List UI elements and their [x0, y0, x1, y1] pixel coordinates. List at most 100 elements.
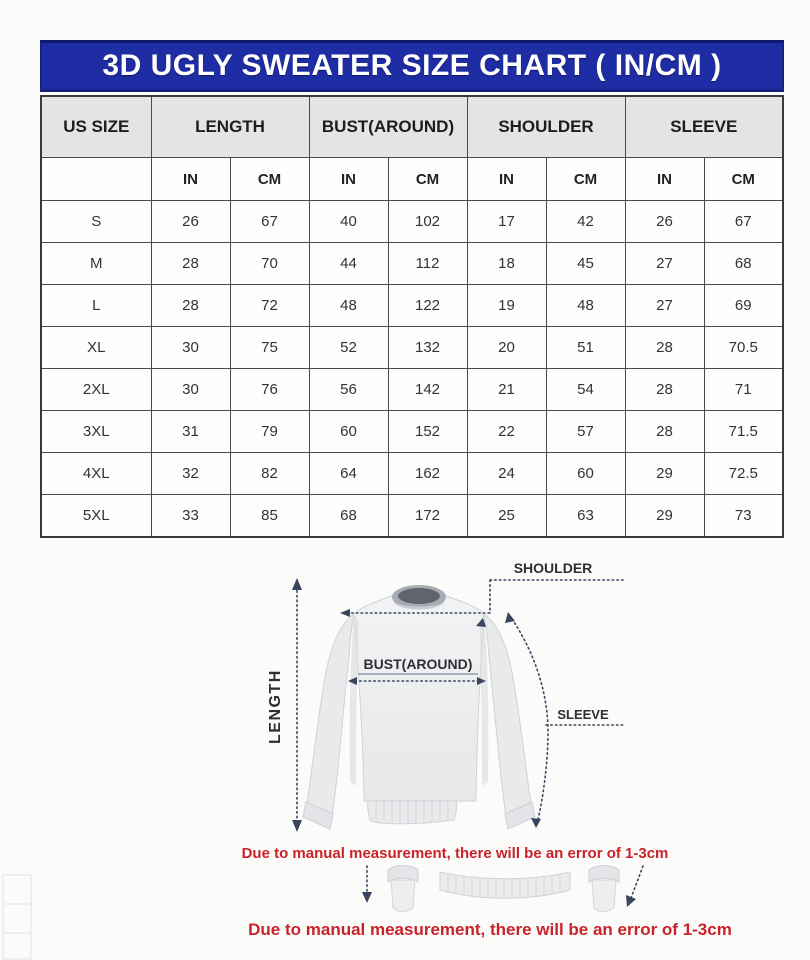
value-cell: 68 [703, 242, 784, 285]
value-cell: 60 [308, 410, 389, 453]
size-cell: S [40, 200, 152, 243]
bust-callout [348, 677, 486, 685]
table-row-2xl: 2XL 30 76 56 142 21 54 28 71 [40, 368, 784, 411]
sweater-illustration [302, 585, 536, 830]
table-row-m: M 28 70 44 112 18 45 27 68 [40, 242, 784, 285]
unit-cell: IN [308, 157, 389, 201]
value-cell: 18 [466, 242, 547, 285]
unit-cell: IN [150, 157, 231, 201]
value-cell: 25 [466, 494, 547, 538]
table-unit-row: IN CM IN CM IN CM IN CM [40, 157, 784, 201]
value-cell: 31 [150, 410, 231, 453]
value-cell: 70 [229, 242, 310, 285]
value-cell: 142 [387, 368, 468, 411]
unit-cell-blank [40, 157, 152, 201]
value-cell: 54 [545, 368, 626, 411]
cuff-arrow-left [362, 865, 372, 903]
value-cell: 82 [229, 452, 310, 495]
value-cell: 60 [545, 452, 626, 495]
cuff-left [387, 865, 419, 913]
value-cell: 42 [545, 200, 626, 243]
value-cell: 28 [150, 242, 231, 285]
title-banner: 3D UGLY SWEATER SIZE CHART ( IN/CM ) [40, 40, 784, 92]
unit-cell: IN [624, 157, 705, 201]
unit-cell: CM [229, 157, 310, 201]
value-cell: 33 [150, 494, 231, 538]
value-cell: 57 [545, 410, 626, 453]
table-row-3xl: 3XL 31 79 60 152 22 57 28 71.5 [40, 410, 784, 453]
value-cell: 20 [466, 326, 547, 369]
size-cell: XL [40, 326, 152, 369]
ladder-rung [4, 905, 30, 935]
ladder-rung [4, 876, 30, 906]
value-cell: 28 [624, 410, 705, 453]
value-cell: 51 [545, 326, 626, 369]
value-cell: 72 [229, 284, 310, 327]
hem-band [439, 871, 571, 899]
value-cell: 70.5 [703, 326, 784, 369]
value-cell: 63 [545, 494, 626, 538]
col-header-sleeve: SLEEVE [624, 95, 784, 158]
value-cell: 68 [308, 494, 389, 538]
value-cell: 64 [308, 452, 389, 495]
table-header-row: US SIZE LENGTH BUST(AROUND) SHOULDER SLE… [40, 95, 784, 158]
length-callout [292, 578, 302, 832]
value-cell: 48 [308, 284, 389, 327]
size-chart-table: US SIZE LENGTH BUST(AROUND) SHOULDER SLE… [40, 95, 785, 538]
value-cell: 27 [624, 242, 705, 285]
size-cell: M [40, 242, 152, 285]
value-cell: 71.5 [703, 410, 784, 453]
disclaimer-bottom: Due to manual measurement, there will be… [248, 920, 732, 939]
value-cell: 45 [545, 242, 626, 285]
value-cell: 69 [703, 284, 784, 327]
size-cell: 4XL [40, 452, 152, 495]
value-cell: 28 [624, 368, 705, 411]
cuff-right [588, 865, 620, 913]
cuff-hem-detail-strip [362, 865, 644, 913]
value-cell: 19 [466, 284, 547, 327]
table-row-xl: XL 30 75 52 132 20 51 28 70.5 [40, 326, 784, 369]
unit-cell: CM [387, 157, 468, 201]
size-cell: 3XL [40, 410, 152, 453]
value-cell: 32 [150, 452, 231, 495]
value-cell: 28 [150, 284, 231, 327]
value-cell: 76 [229, 368, 310, 411]
value-cell: 71 [703, 368, 784, 411]
value-cell: 56 [308, 368, 389, 411]
value-cell: 24 [466, 452, 547, 495]
value-cell: 40 [308, 200, 389, 243]
table-row-4xl: 4XL 32 82 64 162 24 60 29 72.5 [40, 452, 784, 495]
value-cell: 79 [229, 410, 310, 453]
col-header-bust: BUST(AROUND) [308, 95, 468, 158]
disclaimer-top: Due to manual measurement, there will be… [241, 845, 669, 862]
value-cell: 67 [703, 200, 784, 243]
col-header-length: LENGTH [150, 95, 310, 158]
value-cell: 72.5 [703, 452, 784, 495]
value-cell: 22 [466, 410, 547, 453]
value-cell: 26 [624, 200, 705, 243]
value-cell: 17 [466, 200, 547, 243]
shoulder-label: SHOULDER [514, 560, 593, 576]
value-cell: 102 [387, 200, 468, 243]
unit-cell: IN [466, 157, 547, 201]
value-cell: 29 [624, 494, 705, 538]
col-header-us-size: US SIZE [40, 95, 152, 158]
value-cell: 48 [545, 284, 626, 327]
value-cell: 21 [466, 368, 547, 411]
value-cell: 52 [308, 326, 389, 369]
sleeve-callout [505, 612, 626, 828]
page-title: 3D UGLY SWEATER SIZE CHART ( IN/CM ) [102, 49, 722, 82]
size-cell: 2XL [40, 368, 152, 411]
value-cell: 172 [387, 494, 468, 538]
value-cell: 75 [229, 326, 310, 369]
value-cell: 26 [150, 200, 231, 243]
table-row-l: L 28 72 48 122 19 48 27 69 [40, 284, 784, 327]
shoulder-callout [340, 579, 625, 627]
value-cell: 29 [624, 452, 705, 495]
value-cell: 27 [624, 284, 705, 327]
length-label: LENGTH [267, 669, 284, 744]
table-row-5xl: 5XL 33 85 68 172 25 63 29 73 [40, 494, 784, 538]
unit-cell: CM [703, 157, 784, 201]
value-cell: 67 [229, 200, 310, 243]
value-cell: 112 [387, 242, 468, 285]
